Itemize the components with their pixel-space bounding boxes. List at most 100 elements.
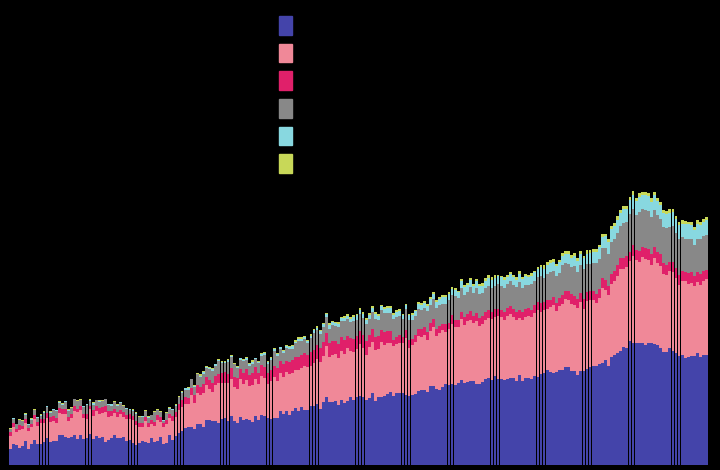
Bar [417,329,420,337]
Bar [680,237,683,271]
Bar [196,393,199,424]
Bar [101,400,104,401]
Bar [294,370,297,408]
Bar [693,276,696,286]
Bar [561,253,564,256]
Bar [650,254,653,265]
Bar [337,358,340,405]
Bar [619,258,622,269]
Bar [61,404,64,405]
Bar [27,431,30,449]
Bar [353,317,355,321]
Bar [110,404,113,406]
Bar [181,393,184,400]
Bar [45,406,48,407]
Bar [706,220,708,235]
Bar [420,303,423,306]
Bar [303,337,306,339]
Bar [564,254,567,263]
Bar [276,418,279,465]
Bar [426,332,429,340]
Bar [410,339,413,345]
Bar [656,215,659,252]
Bar [147,423,150,427]
Bar [337,324,340,327]
Bar [595,250,598,252]
Bar [585,292,588,300]
Bar [577,272,579,299]
Bar [629,252,631,261]
Bar [334,401,337,465]
Bar [95,400,98,406]
Bar [580,302,582,370]
Bar [371,312,374,329]
Bar [159,423,162,437]
Bar [212,421,214,465]
Bar [276,368,279,381]
Bar [555,276,558,303]
Bar [359,331,361,344]
Bar [257,363,260,373]
Bar [196,375,199,385]
Bar [585,254,588,264]
Bar [159,437,162,465]
Bar [441,330,444,387]
Bar [120,438,122,465]
Bar [451,287,454,289]
Bar [558,298,561,306]
Bar [371,306,374,307]
Bar [239,358,242,359]
Bar [573,266,576,296]
Bar [582,269,585,299]
Bar [490,277,493,280]
Bar [346,315,349,319]
Bar [567,264,570,291]
Bar [193,386,196,387]
Bar [279,361,282,373]
Bar [631,209,634,245]
Bar [58,408,60,413]
Bar [251,422,254,465]
Bar [402,344,405,393]
Bar [315,345,318,359]
Bar [24,440,27,465]
Bar [503,280,505,288]
Bar [33,415,36,419]
Bar [604,236,607,248]
Bar [294,340,297,342]
Bar [690,225,693,239]
Bar [408,340,410,348]
Bar [116,406,119,413]
Bar [613,223,616,227]
Bar [15,432,18,445]
Bar [61,435,64,465]
Bar [472,283,475,286]
Bar [414,312,417,316]
Bar [135,413,138,414]
Bar [506,274,508,277]
Bar [122,406,125,413]
Bar [432,294,435,299]
Bar [98,438,101,465]
Bar [242,373,245,384]
Bar [18,419,21,420]
Bar [549,372,552,465]
Bar [426,311,429,332]
Bar [310,334,312,336]
Bar [702,271,705,281]
Bar [521,320,524,381]
Bar [86,404,89,405]
Bar [215,366,217,376]
Bar [503,312,505,320]
Bar [558,370,561,465]
Bar [30,427,33,444]
Bar [607,295,610,366]
Bar [497,283,500,309]
Bar [662,213,665,227]
Bar [481,382,484,465]
Bar [266,384,269,418]
Bar [395,312,398,317]
Bar [469,278,472,280]
Bar [294,408,297,465]
Bar [589,367,592,465]
